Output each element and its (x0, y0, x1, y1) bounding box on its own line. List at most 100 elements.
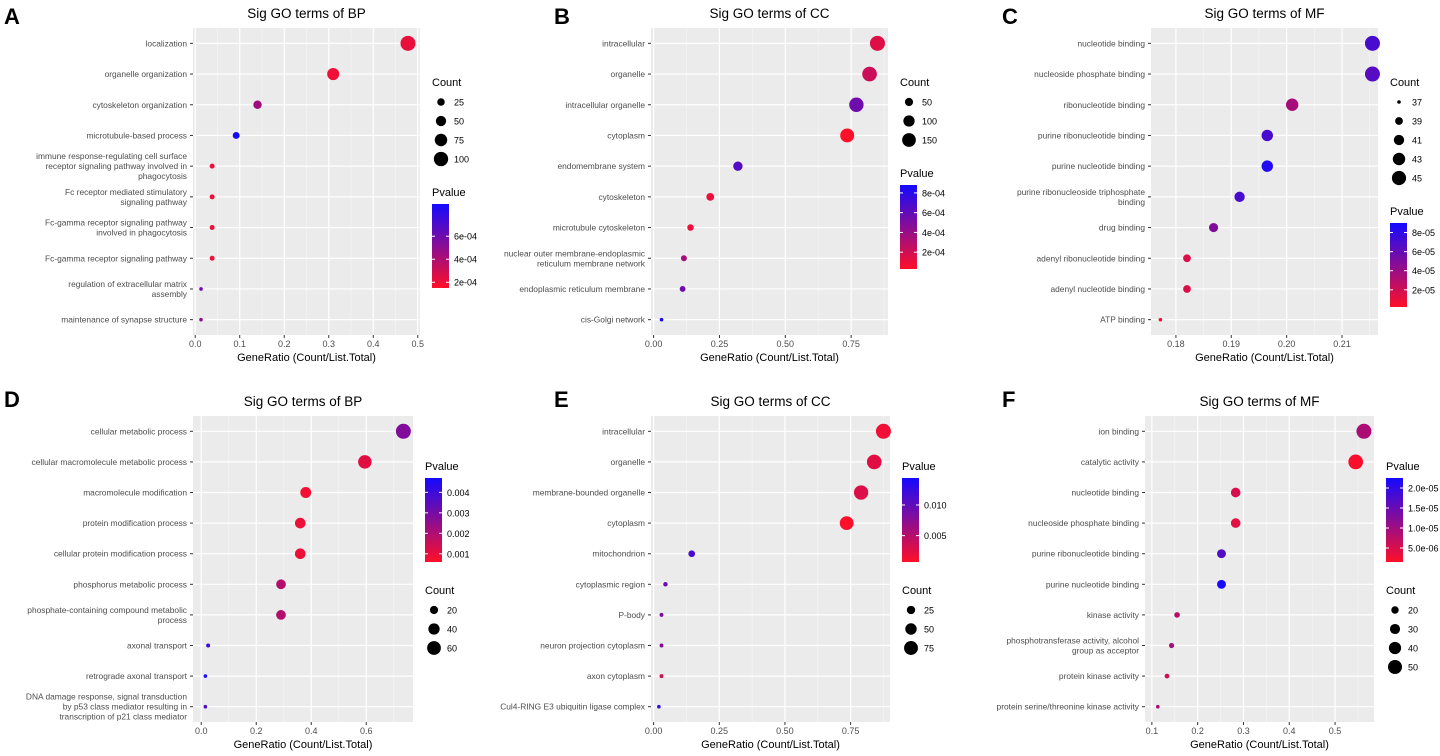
category-label-line: Fc receptor mediated stimulatory (65, 187, 188, 197)
category-label-line: adenyl ribonucleotide binding (1037, 253, 1146, 263)
category-label-line: nucleotide binding (1071, 488, 1139, 498)
data-point (1261, 129, 1273, 142)
category-label-line: cytoskeleton (598, 192, 645, 202)
panel-letter: A (4, 4, 20, 29)
x-tick-label: 0.20 (1278, 339, 1296, 349)
category-label: cytoplasm (607, 130, 645, 140)
size-legend-key (1392, 152, 1406, 166)
category-label: intracellular organelle (565, 100, 645, 110)
x-tick-label: 0.4 (367, 339, 380, 349)
category-label: regulation of extracellular matrix assemb… (68, 279, 188, 299)
size-legend-key (904, 641, 918, 655)
category-label: protein serine/threonine kinase activity (997, 702, 1140, 712)
category-label-line: membrane-bounded organelle (533, 488, 646, 498)
data-point (300, 487, 312, 498)
category-label-line: cellular metabolic process (91, 426, 187, 436)
category-label: endoplasmic reticulum membrane (519, 284, 645, 294)
data-point (680, 255, 687, 262)
category-label-line: organelle (611, 69, 646, 79)
category-label: ribonucleotide binding (1064, 100, 1146, 110)
color-legend-bar (902, 478, 919, 562)
category-label-line: group as acceptor (1072, 646, 1139, 656)
x-tick-label: 0.00 (645, 726, 663, 736)
size-legend-label: 50 (1408, 663, 1418, 673)
data-point (659, 643, 664, 648)
data-point (733, 161, 743, 171)
size-legend-key (902, 133, 916, 147)
category-label-line: cis-Golgi network (581, 315, 646, 325)
category-label-line: cytoplasm (607, 518, 645, 528)
x-tick-label: 0.5 (412, 339, 425, 349)
size-legend-label: 75 (924, 644, 934, 654)
category-label-line: DNA damage response, signal transduction (26, 692, 187, 702)
x-axis-label: GeneRatio (Count/List.Total) (1190, 739, 1329, 751)
category-label: microtubule-based process (86, 130, 187, 140)
size-legend-key (1389, 623, 1401, 635)
category-label-line: organelle (611, 457, 646, 467)
size-legend-key (1391, 170, 1407, 186)
category-label: nucleoside phosphate binding (1034, 69, 1145, 79)
size-legend-label: 100 (454, 155, 469, 165)
data-point (1168, 642, 1175, 649)
x-tick-label: 0.0 (195, 726, 208, 736)
category-label: intracellular (602, 38, 645, 48)
data-point (1217, 549, 1226, 559)
chart-title: Sig GO terms of MF (1199, 394, 1319, 409)
category-label-line: purine ribonucleotide binding (1038, 130, 1145, 140)
data-point (1164, 673, 1170, 679)
panel-c: C Sig GO terms of MF 0.18 0.19 0.20 0.21 nucle… (1002, 4, 1435, 364)
x-tick-label: 0.3 (322, 339, 335, 349)
color-legend-title: Pvalue (432, 187, 466, 199)
category-label-line: nucleoside phosphate binding (1034, 69, 1145, 79)
data-point (1261, 160, 1273, 172)
data-point (1158, 317, 1163, 322)
data-point (853, 485, 869, 500)
category-label-line: intracellular organelle (565, 100, 645, 110)
category-label-line: retrograde axonal transport (86, 671, 188, 681)
category-label-line: cytoskeleton organization (92, 100, 187, 110)
category-label: nuclear outer membrane-endoplasmic reticu… (504, 248, 646, 268)
category-label: retrograde axonal transport (86, 671, 188, 681)
category-label: axon cytoplasm (587, 671, 645, 681)
plot-background (193, 416, 413, 722)
color-legend-label: 5.0e-06 (1408, 544, 1439, 554)
category-label: organelle organization (105, 69, 188, 79)
category-label-line: endoplasmic reticulum membrane (519, 284, 645, 294)
data-point (294, 517, 306, 529)
data-point (358, 455, 372, 469)
category-label: ion binding (1098, 426, 1139, 436)
size-legend-label: 50 (922, 98, 932, 108)
size-legend-key (429, 605, 439, 615)
size-legend-key (435, 115, 447, 127)
category-label-line: drug binding (1099, 223, 1145, 233)
data-point (866, 454, 882, 470)
size-legend-title: Count (900, 77, 929, 89)
data-point (663, 582, 668, 587)
category-label-line: receptor signaling pathway involved in (45, 161, 187, 171)
size-legend-title: Count (902, 585, 931, 597)
data-point (199, 287, 203, 291)
category-label-line: intracellular (602, 38, 645, 48)
category-label-line: macromolecule modification (83, 488, 187, 498)
size-legend-label: 37 (1412, 98, 1422, 108)
category-label-line: localization (146, 38, 188, 48)
category-label-line: cellular protein modification process (54, 549, 187, 559)
color-legend-label: 8e-05 (1412, 228, 1435, 238)
color-legend-label: 6e-04 (454, 232, 477, 242)
category-label: cellular protein modification process (54, 549, 187, 559)
x-axis-label: GeneRatio (Count/List.Total) (700, 352, 839, 364)
data-point (1208, 222, 1219, 233)
category-label: catalytic activity (1081, 457, 1140, 467)
size-legend-title: Count (1386, 585, 1415, 597)
color-legend-label: 2e-04 (454, 278, 477, 288)
panel-letter: E (554, 387, 569, 412)
category-label: purine nucleotide binding (1046, 579, 1139, 589)
category-label-line: immune response-regulating cell surface (36, 151, 187, 161)
data-point (206, 643, 211, 648)
category-label: cellular macromolecule metabolic process (32, 457, 187, 467)
size-legend-label: 20 (447, 606, 457, 616)
color-legend-label: 0.001 (447, 549, 470, 559)
category-label: ATP binding (1100, 315, 1145, 325)
category-label: immune response-regulating cell surface r… (36, 151, 187, 181)
